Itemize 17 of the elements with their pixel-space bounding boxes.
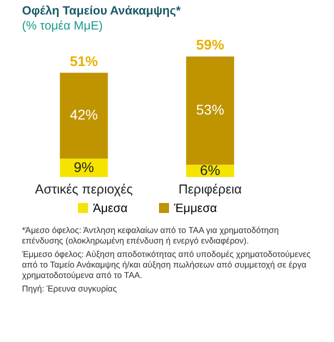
bar <box>186 56 234 165</box>
data-label: 9% <box>74 158 94 175</box>
x-tick-label: Αστικές περιοχές <box>35 182 133 196</box>
x-tick-label: Περιφέρεια <box>178 182 242 196</box>
chart-subtitle: (% τομέα ΜμΕ) <box>22 18 103 32</box>
text: *Άμεσο όφελος: Άντληση κεφαλαίων από το ΤΑΑ για χρηματοδότηση επένδυσης (ολοκληρωμένη επένδυση ή ενεργό ενδιαφέρον). <box>22 225 280 246</box>
bar <box>60 72 108 159</box>
chart-title: Οφέλη Ταμείου Ανάκαμψης* <box>22 3 181 18</box>
text: Πηγή: Έρευνα συγκυρίας <box>22 284 117 294</box>
legend-label: Άμεσα <box>93 201 128 215</box>
total-label: 59% <box>196 36 225 52</box>
data-label: 42% <box>70 106 98 123</box>
data-label: 6% <box>200 162 220 178</box>
data-label: 53% <box>196 102 224 118</box>
legend-label: Έμμεσα <box>173 201 217 215</box>
total-label: 51% <box>70 52 98 69</box>
text: Έμμεσο όφελος: Αύξηση αποδοτικότητας από υποδομές χρηματοδοτούμενες από το Ταμείο Ανάκαμψης ή/και αύξηση πωλήσεων από συμμετοχή σε έργα χρηματοδοτούμενα από το ΤΑΑ. <box>21 249 311 280</box>
